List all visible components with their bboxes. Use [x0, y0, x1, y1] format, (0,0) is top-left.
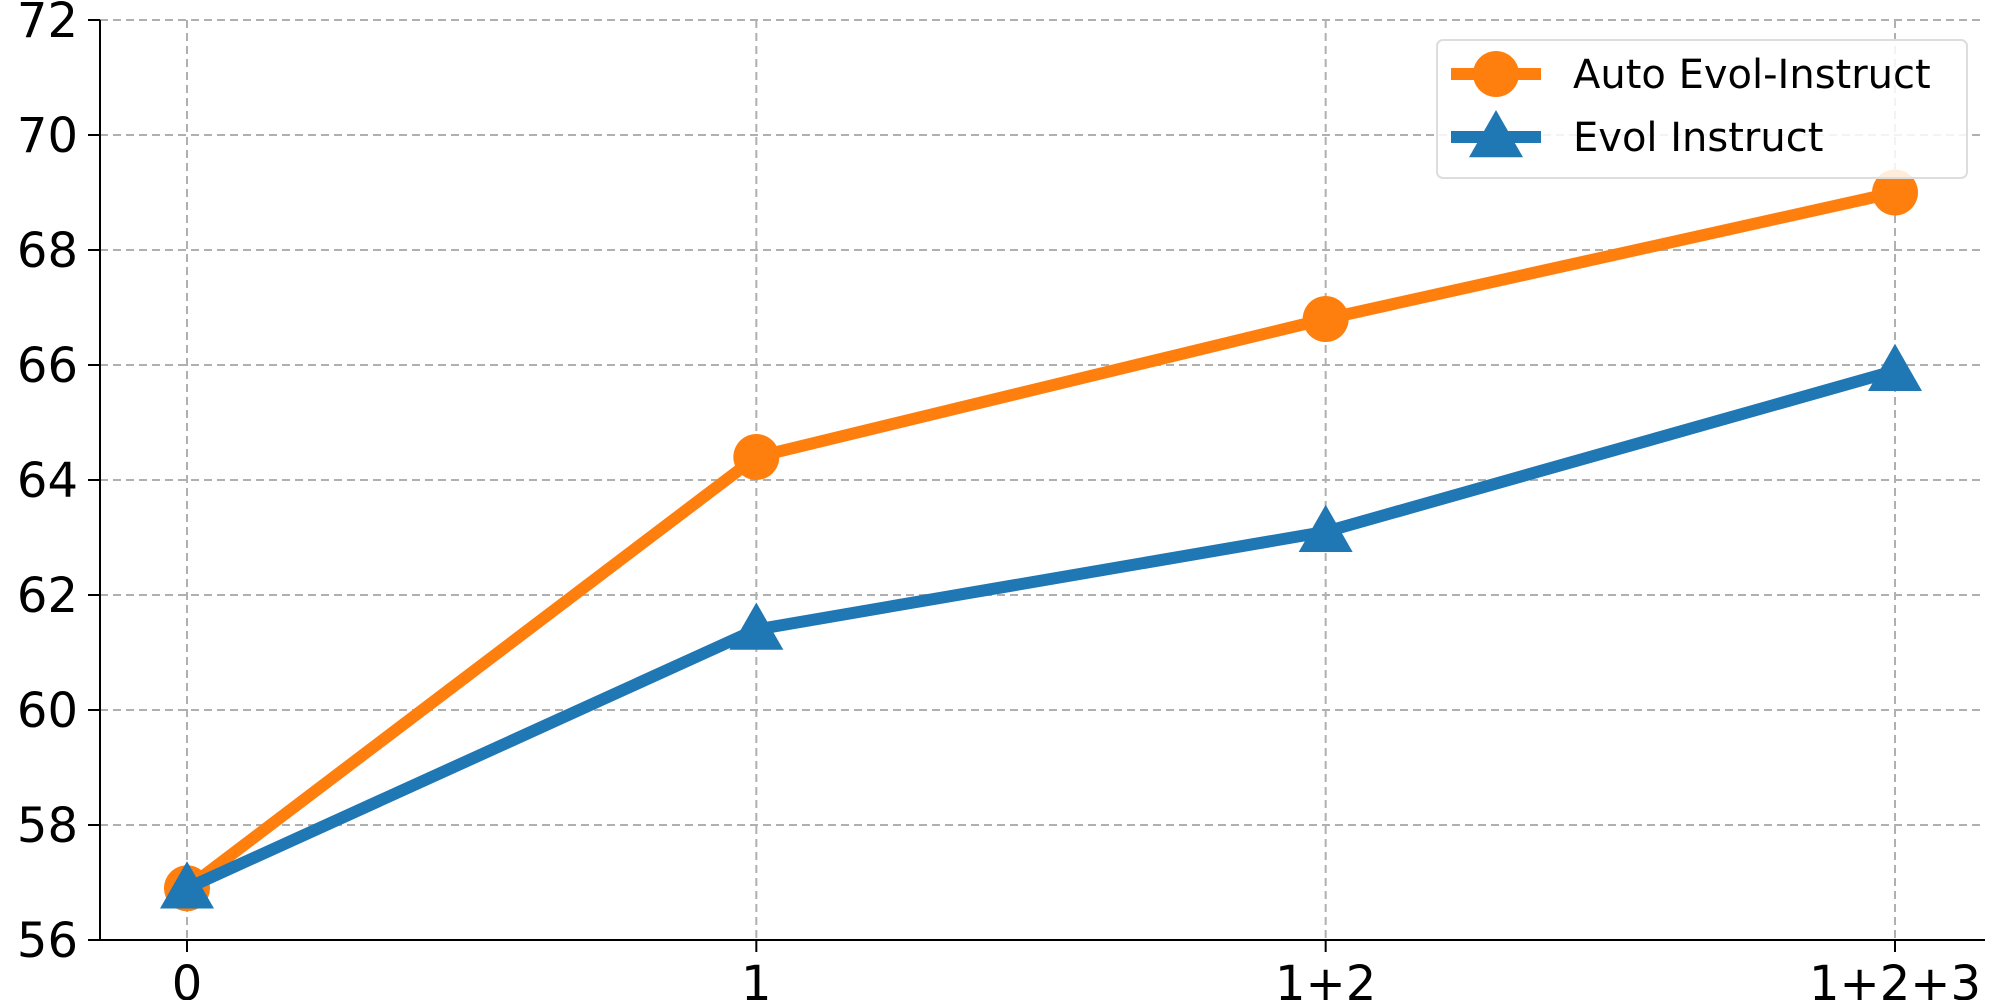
data-point — [1872, 169, 1918, 216]
series-line — [181, 186, 1901, 895]
legend-item: Evol Instruct — [1451, 110, 1823, 161]
y-tick-label: 70 — [17, 108, 78, 164]
legend: Auto Evol-Instruct Evol Instruct — [1436, 39, 1968, 179]
y-tick-label: 58 — [17, 798, 78, 854]
x-tick-label: 0 — [172, 956, 203, 1000]
y-tick-label: 60 — [17, 683, 78, 739]
legend-label: Evol Instruct — [1573, 115, 1823, 161]
x-tick-label: 1 — [741, 956, 772, 1000]
data-point — [729, 602, 784, 650]
series-evol-instruct — [160, 343, 1922, 909]
legend-swatch-marker — [1469, 110, 1523, 158]
legend-box — [1436, 39, 1968, 179]
data-point — [1868, 343, 1922, 391]
y-tick-label: 56 — [17, 913, 78, 969]
x-tick-label: 1+2 — [1275, 956, 1376, 1000]
series — [160, 169, 1922, 912]
legend-item: Auto Evol-Instruct — [1451, 51, 1931, 98]
data-point — [1302, 296, 1349, 342]
legend-label: Auto Evol-Instruct — [1573, 52, 1931, 98]
legend-swatch-marker — [1473, 51, 1519, 97]
y-tick-label: 64 — [17, 453, 78, 509]
y-tick-label: 68 — [17, 223, 78, 279]
y-tick-label: 66 — [17, 338, 78, 394]
data-point — [1298, 504, 1353, 552]
data-point — [160, 861, 214, 909]
x-tick-label: 1+2+3 — [1809, 956, 1981, 1000]
axes: 56 58 60 62 64 66 68 70 72 0 1 1+2 1+2+3 — [17, 0, 1985, 1000]
series-auto-evol-instruct — [164, 169, 1918, 912]
data-point — [733, 434, 780, 480]
series-line — [181, 364, 1901, 895]
grid — [100, 19, 1985, 940]
y-tick-label: 62 — [17, 568, 78, 624]
y-tick-label: 72 — [17, 0, 78, 49]
